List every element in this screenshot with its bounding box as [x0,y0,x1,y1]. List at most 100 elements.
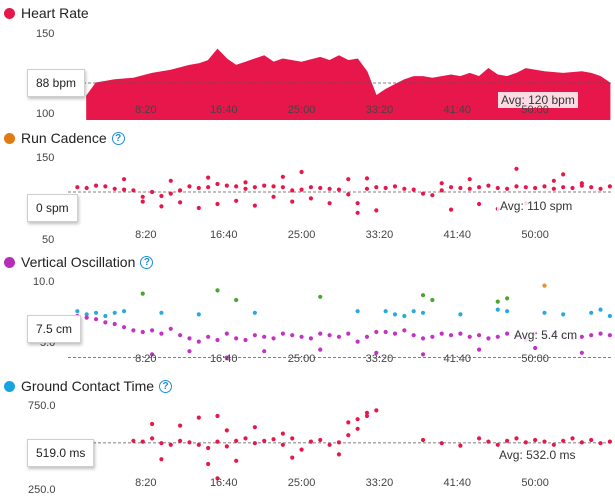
vertical-oscillation-point-blue [355,309,360,314]
ground-contact-time-point [224,444,229,449]
ground-contact-time-readout: 519.0 ms [27,439,95,467]
ground-contact-time-point [149,421,155,427]
vertical-oscillation-point [383,329,388,335]
vertical-oscillation-point-blue [383,309,388,314]
help-icon[interactable]: ? [111,131,125,145]
ground-contact-time-point [355,426,360,431]
run-cadence-point [598,186,603,191]
run-cadence-point [308,185,314,190]
heart-rate-header: Heart Rate [4,3,89,23]
vertical-oscillation-point-green [140,291,145,296]
vertical-oscillation-point [402,328,407,333]
vertical-oscillation-point [234,336,239,341]
vertical-oscillation-point [290,333,295,338]
run-cadence-point [411,187,416,192]
vertical-oscillation-point [196,339,201,344]
run-cadence-legend-dot [4,132,15,144]
vertical-oscillation-point [533,345,538,351]
run-cadence-title: Run Cadence [21,130,107,146]
ground-contact-time-point [505,438,510,443]
run-cadence-point [476,185,482,190]
ground-contact-time-point [178,423,183,428]
run-cadence-point [271,184,276,189]
heart-rate-plot[interactable] [68,30,613,120]
vertical-oscillation-point [589,333,594,338]
run-cadence-point [420,191,426,196]
heart-rate-legend-dot [4,7,15,19]
run-cadence-xtick: 50:00 [521,229,549,241]
vertical-oscillation-point-blue [112,310,117,315]
help-icon[interactable]: ? [140,255,154,269]
vertical-oscillation-point-blue [84,312,89,317]
run-cadence-point [514,166,519,171]
vertical-oscillation-point [149,352,155,357]
run-cadence-panel: Run Cadence ? 150 50 0 spm Avg: 110 spm [0,125,615,249]
run-cadence-point [607,184,612,189]
vertical-oscillation-point-green [318,294,323,299]
help-icon[interactable]: ? [159,379,173,393]
run-cadence-ytick-bottom: 50 [42,234,55,246]
vertical-oscillation-point [299,334,304,339]
heart-rate-readout: 88 bpm [27,69,86,97]
ground-contact-time-point [215,476,220,481]
heart-rate-xtick: 41:40 [443,104,472,116]
heart-rate-xtick: 50:00 [521,104,549,116]
vertical-oscillation-xtick: 50:00 [521,353,549,365]
run-cadence-point [112,186,117,191]
run-cadence-point [178,188,183,193]
vertical-oscillation-point-green [420,293,426,298]
run-cadence-point [589,185,594,190]
heart-rate-ytick-bottom: 100 [36,108,55,120]
run-cadence-point [542,184,547,189]
run-cadence-point [346,177,351,182]
ground-contact-time-point [308,439,314,444]
ground-contact-time-legend-dot [4,380,15,392]
ground-contact-time-point [355,417,360,422]
run-cadence-header: Run Cadence ? [4,128,125,148]
vertical-oscillation-xtick: 16:40 [209,353,238,365]
vertical-oscillation-readout: 7.5 cm [27,315,82,343]
run-cadence-point [355,201,360,206]
run-cadence-point [505,186,510,191]
run-cadence-point [327,186,332,191]
ground-contact-time-point [187,440,192,445]
heart-rate-xtick: 25:00 [287,104,316,116]
vertical-oscillation-point-green [505,296,510,301]
vertical-oscillation-point [243,337,248,343]
ground-contact-time-plot[interactable] [68,403,613,493]
vertical-oscillation-point-blue [411,309,416,314]
run-cadence-point [243,186,248,191]
run-cadence-point [243,180,248,185]
ground-contact-time-title: Ground Contact Time [21,378,155,394]
ground-contact-time-point [570,436,575,441]
run-cadence-point [215,201,220,207]
ground-contact-time-point [561,438,566,443]
heart-rate-xtick: 8:20 [135,104,157,116]
vertical-oscillation-point [131,328,136,333]
vertical-oscillation-point [364,334,370,339]
run-cadence-point [467,186,472,191]
run-cadence-point [533,185,538,191]
ground-contact-time-point [243,436,248,441]
ground-contact-time-point [318,437,323,443]
vertical-oscillation-point-blue [75,309,80,314]
vertical-oscillation-point [476,347,482,352]
vertical-oscillation-point [318,347,323,352]
ground-contact-time-point [364,410,370,415]
vertical-oscillation-ytick-top: 10.0 [33,276,55,288]
vertical-oscillation-point [607,333,612,338]
vertical-oscillation-point [140,329,145,335]
ground-contact-time-avg-label: Avg: 532.0 ms [496,447,579,463]
vertical-oscillation-point [271,336,276,341]
vertical-oscillation-point-blue [589,310,594,315]
vertical-oscillation-point [374,329,379,335]
run-cadence-point [308,196,314,201]
vertical-oscillation-point [149,328,155,333]
run-cadence-point [299,187,304,192]
run-cadence-point [336,187,342,192]
vertical-oscillation-point [178,333,183,338]
run-cadence-point [149,189,155,195]
run-cadence-point [234,198,239,203]
ground-contact-time-point [551,442,556,447]
vertical-oscillation-legend-dot [4,256,15,268]
